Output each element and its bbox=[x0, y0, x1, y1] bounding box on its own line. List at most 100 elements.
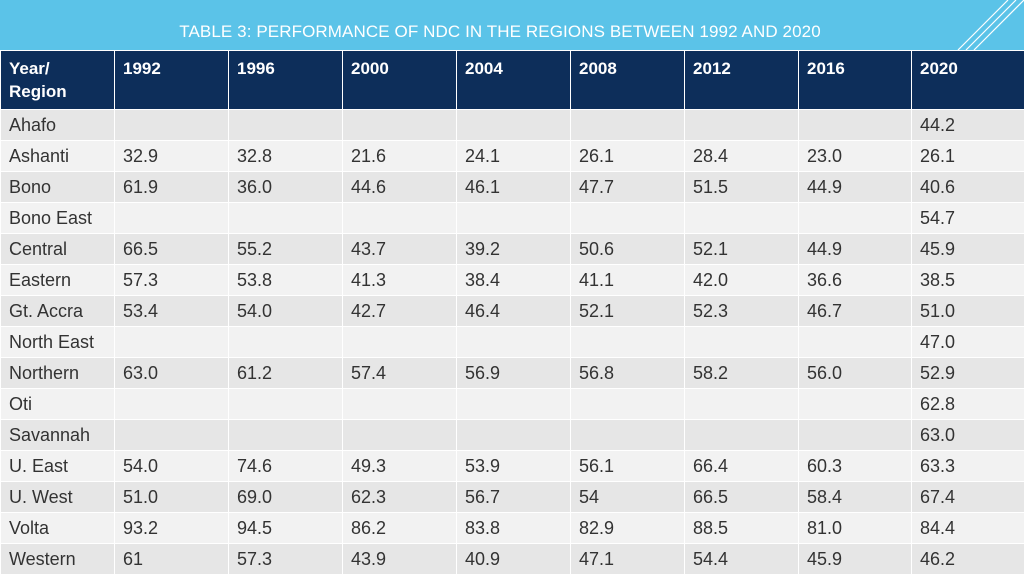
table-row: Oti 62.8 bbox=[0, 388, 1024, 420]
table-row: Volta 93.2 94.5 86.2 83.8 82.9 88.5 81.0 84.4 bbox=[0, 512, 1024, 544]
header-year-region: Year/ Region bbox=[0, 50, 115, 110]
value-cell: 82.9 bbox=[570, 512, 685, 544]
value-cell: 46.1 bbox=[456, 171, 571, 203]
value-cell: 93.2 bbox=[114, 512, 229, 544]
value-cell bbox=[684, 326, 799, 358]
header-year-label: Year/ bbox=[9, 59, 50, 78]
value-cell: 54.0 bbox=[228, 295, 343, 327]
value-cell bbox=[228, 388, 343, 420]
header-year: 2000 bbox=[342, 50, 457, 110]
value-cell: 43.7 bbox=[342, 233, 457, 265]
region-cell: Gt. Accra bbox=[0, 295, 115, 327]
value-cell bbox=[114, 419, 229, 451]
table-row: Northern 63.0 61.2 57.4 56.9 56.8 58.2 56.0 52.9 bbox=[0, 357, 1024, 389]
value-cell: 54.0 bbox=[114, 450, 229, 482]
region-cell: Western bbox=[0, 543, 115, 575]
value-cell: 54.7 bbox=[911, 202, 1024, 234]
decorative-lines-icon bbox=[957, 0, 1024, 50]
value-cell bbox=[228, 419, 343, 451]
value-cell: 40.6 bbox=[911, 171, 1024, 203]
value-cell: 21.6 bbox=[342, 140, 457, 172]
value-cell: 46.2 bbox=[911, 543, 1024, 575]
value-cell: 23.0 bbox=[798, 140, 912, 172]
value-cell: 43.9 bbox=[342, 543, 457, 575]
value-cell bbox=[684, 388, 799, 420]
value-cell: 56.7 bbox=[456, 481, 571, 513]
value-cell bbox=[684, 419, 799, 451]
value-cell: 42.0 bbox=[684, 264, 799, 296]
value-cell: 45.9 bbox=[911, 233, 1024, 265]
value-cell: 54 bbox=[570, 481, 685, 513]
header-year: 2016 bbox=[798, 50, 912, 110]
value-cell: 47.1 bbox=[570, 543, 685, 575]
value-cell bbox=[228, 326, 343, 358]
value-cell bbox=[228, 109, 343, 141]
region-cell: U. West bbox=[0, 481, 115, 513]
page-title: TABLE 3: PERFORMANCE OF NDC IN THE REGIO… bbox=[179, 22, 821, 41]
region-cell: Ashanti bbox=[0, 140, 115, 172]
value-cell bbox=[570, 388, 685, 420]
value-cell bbox=[798, 326, 912, 358]
header-year: 1992 bbox=[114, 50, 229, 110]
table-row: Central 66.5 55.2 43.7 39.2 50.6 52.1 44.9 45.9 bbox=[0, 233, 1024, 265]
region-cell: Bono bbox=[0, 171, 115, 203]
value-cell: 56.0 bbox=[798, 357, 912, 389]
value-cell: 62.8 bbox=[911, 388, 1024, 420]
value-cell: 36.0 bbox=[228, 171, 343, 203]
table-row: Savannah 63.0 bbox=[0, 419, 1024, 451]
region-cell: U. East bbox=[0, 450, 115, 482]
table-row: Eastern 57.3 53.8 41.3 38.4 41.1 42.0 36.6 38.5 bbox=[0, 264, 1024, 296]
value-cell: 57.4 bbox=[342, 357, 457, 389]
value-cell: 32.9 bbox=[114, 140, 229, 172]
ndc-performance-table: Year/ Region 1992 1996 2000 2004 2008 20… bbox=[0, 50, 1024, 575]
region-cell: Eastern bbox=[0, 264, 115, 296]
value-cell bbox=[114, 326, 229, 358]
value-cell bbox=[570, 109, 685, 141]
value-cell: 66.5 bbox=[684, 481, 799, 513]
value-cell: 47.0 bbox=[911, 326, 1024, 358]
value-cell bbox=[456, 419, 571, 451]
value-cell: 41.1 bbox=[570, 264, 685, 296]
header-row: Year/ Region 1992 1996 2000 2004 2008 20… bbox=[0, 50, 1024, 110]
value-cell: 57.3 bbox=[114, 264, 229, 296]
value-cell bbox=[570, 326, 685, 358]
value-cell bbox=[456, 109, 571, 141]
value-cell: 26.1 bbox=[911, 140, 1024, 172]
value-cell bbox=[114, 388, 229, 420]
value-cell bbox=[456, 388, 571, 420]
value-cell: 32.8 bbox=[228, 140, 343, 172]
value-cell bbox=[570, 419, 685, 451]
region-cell: Bono East bbox=[0, 202, 115, 234]
value-cell: 81.0 bbox=[798, 512, 912, 544]
region-cell: Savannah bbox=[0, 419, 115, 451]
table-row: Gt. Accra 53.4 54.0 42.7 46.4 52.1 52.3 46.7 51.… bbox=[0, 295, 1024, 327]
region-cell: Northern bbox=[0, 357, 115, 389]
value-cell bbox=[798, 109, 912, 141]
value-cell: 56.9 bbox=[456, 357, 571, 389]
value-cell: 63.3 bbox=[911, 450, 1024, 482]
value-cell bbox=[342, 326, 457, 358]
header-year: 2008 bbox=[570, 50, 685, 110]
value-cell: 51.0 bbox=[114, 481, 229, 513]
value-cell: 36.6 bbox=[798, 264, 912, 296]
value-cell: 52.1 bbox=[570, 295, 685, 327]
value-cell: 61.2 bbox=[228, 357, 343, 389]
value-cell: 60.3 bbox=[798, 450, 912, 482]
value-cell: 84.4 bbox=[911, 512, 1024, 544]
value-cell: 45.9 bbox=[798, 543, 912, 575]
table-row: Bono 61.9 36.0 44.6 46.1 47.7 51.5 44.9 40.6 bbox=[0, 171, 1024, 203]
value-cell: 55.2 bbox=[228, 233, 343, 265]
value-cell bbox=[456, 202, 571, 234]
value-cell: 56.8 bbox=[570, 357, 685, 389]
value-cell: 38.5 bbox=[911, 264, 1024, 296]
value-cell: 63.0 bbox=[114, 357, 229, 389]
value-cell: 44.9 bbox=[798, 233, 912, 265]
value-cell: 53.4 bbox=[114, 295, 229, 327]
value-cell bbox=[342, 388, 457, 420]
value-cell: 38.4 bbox=[456, 264, 571, 296]
value-cell bbox=[114, 109, 229, 141]
value-cell: 69.0 bbox=[228, 481, 343, 513]
value-cell bbox=[798, 388, 912, 420]
value-cell bbox=[798, 419, 912, 451]
value-cell: 46.7 bbox=[798, 295, 912, 327]
